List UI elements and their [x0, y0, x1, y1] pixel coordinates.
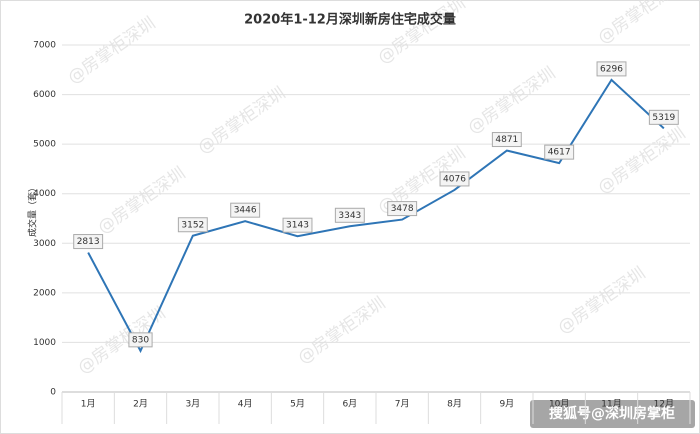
- x-tick-label: 2月: [133, 399, 148, 410]
- y-tick-label: 0: [50, 388, 56, 398]
- data-label: 3478: [391, 204, 414, 214]
- data-label-box: [648, 109, 679, 125]
- data-label: 3446: [234, 206, 257, 216]
- data-label: 3143: [286, 221, 309, 231]
- data-label-box: [491, 132, 522, 148]
- y-tick-label: 2000: [33, 288, 56, 298]
- y-tick-label: 3000: [33, 239, 56, 249]
- data-label: 4076: [443, 174, 466, 184]
- data-label-box: [73, 234, 104, 250]
- data-label-box: [177, 217, 208, 233]
- y-tick-label: 4000: [33, 189, 56, 199]
- y-tick-label: 5000: [33, 140, 56, 150]
- x-tick-label: 11月: [601, 399, 621, 410]
- data-label-box: [439, 171, 470, 187]
- x-tick-label: 1月: [81, 399, 96, 410]
- x-tick-label: 3月: [185, 399, 200, 410]
- y-axis-label: 成交量（套）: [27, 183, 39, 237]
- x-tick-label: 10月: [549, 399, 569, 410]
- x-tick-label: 7月: [395, 399, 410, 410]
- x-tick-label: 9月: [499, 399, 514, 410]
- y-tick-label: 6000: [33, 90, 56, 100]
- data-label: 4617: [548, 148, 571, 158]
- data-label-box: [230, 202, 261, 218]
- x-tick-label: 6月: [342, 399, 357, 410]
- source-text: 搜狐号@深圳房掌柜: [549, 405, 675, 422]
- x-tick-label: 5月: [290, 399, 305, 410]
- x-tick-label: 12月: [654, 399, 674, 410]
- x-tick-label: 8月: [447, 399, 462, 410]
- data-label: 3152: [181, 220, 204, 230]
- source-badge: [530, 400, 695, 428]
- data-label-box: [544, 144, 575, 160]
- data-label: 2813: [77, 237, 100, 247]
- data-label-box: [128, 332, 153, 348]
- data-label-box: [334, 207, 365, 223]
- data-label-box: [282, 217, 313, 233]
- data-label: 3343: [338, 211, 361, 221]
- data-label-box: [387, 201, 418, 217]
- data-label-box: [596, 61, 627, 77]
- y-tick-label: 1000: [33, 338, 56, 348]
- data-label: 5319: [652, 113, 675, 123]
- data-label: 830: [132, 335, 149, 345]
- data-label: 6296: [600, 64, 623, 74]
- x-tick-label: 4月: [238, 399, 253, 410]
- y-tick-label: 7000: [33, 41, 56, 51]
- chart-title: 2020年1-12月深圳新房住宅成交量: [244, 12, 456, 28]
- data-label: 4871: [495, 135, 518, 145]
